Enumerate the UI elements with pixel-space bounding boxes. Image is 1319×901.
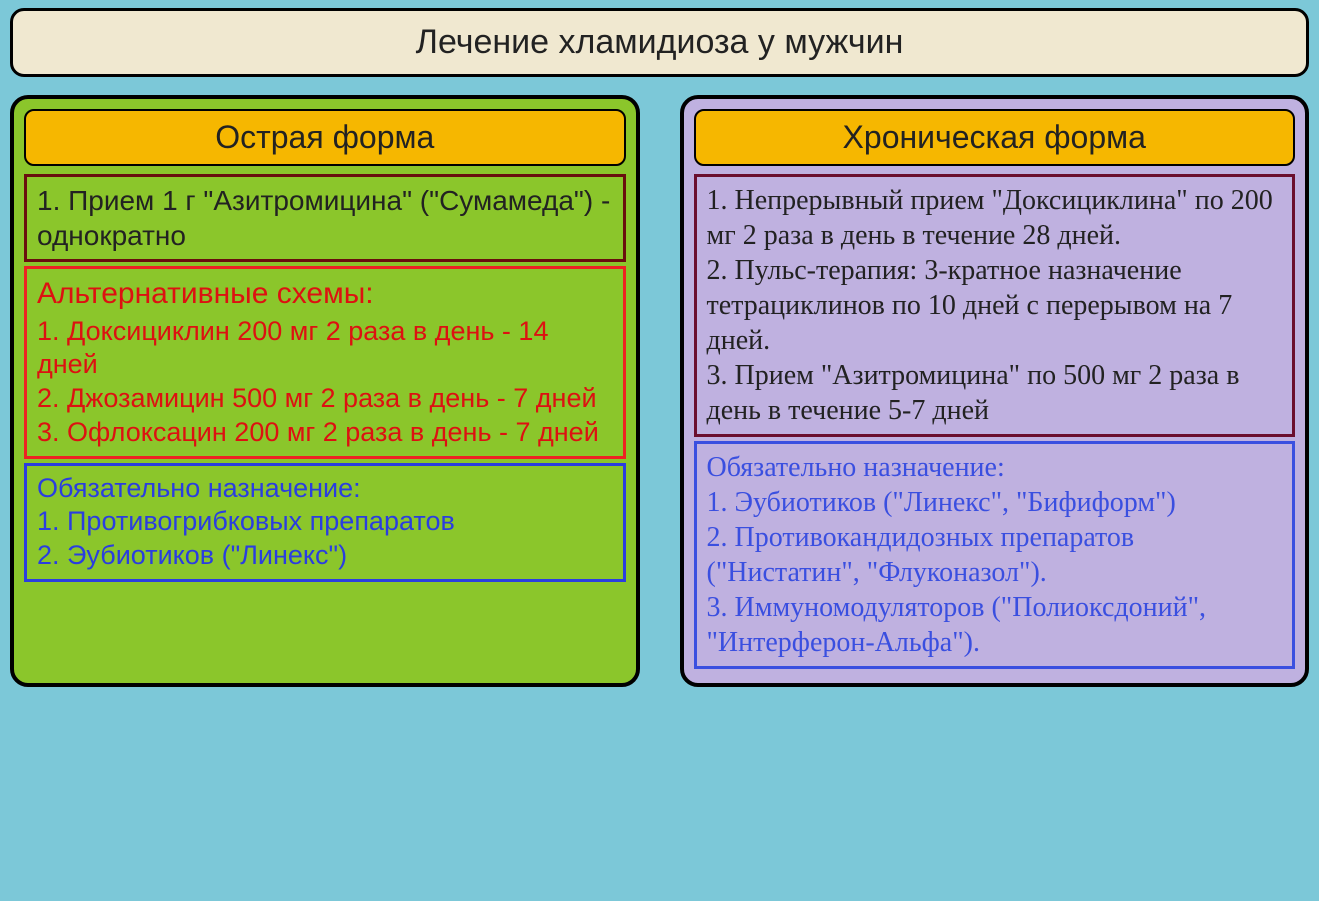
acute-alt-header: Альтернативные схемы: <box>37 275 613 313</box>
acute-alt-box: Альтернативные схемы: 1. Доксициклин 200… <box>24 266 626 459</box>
acute-primary-box: 1. Прием 1 г "Азитромицина" ("Сумамеда")… <box>24 174 626 262</box>
acute-req-header: Обязательно назначение: <box>37 473 361 503</box>
columns-container: Острая форма 1. Прием 1 г "Азитромицина"… <box>10 95 1309 687</box>
acute-req-box: Обязательно назначение: 1. Противогрибко… <box>24 463 626 582</box>
chronic-primary-line2: 2. Пульс-терапия: 3-кратное назначение т… <box>707 255 1233 356</box>
chronic-req-line3: 3. Иммуномодуляторов ("Полиоксдоний", "И… <box>707 592 1207 658</box>
chronic-req-line1: 1. Эубиотиков ("Линекс", "Бифиформ") <box>707 487 1176 518</box>
chronic-req-header: Обязательно назначение: <box>707 452 1005 483</box>
chronic-panel: Хроническая форма 1. Непрерывный прием "… <box>680 95 1310 687</box>
acute-alt-line2: 2. Джозамицин 500 мг 2 раза в день - 7 д… <box>37 383 597 413</box>
main-title: Лечение хламидиоза у мужчин <box>10 8 1309 77</box>
chronic-primary-line1: 1. Непрерывный прием "Доксициклина" по 2… <box>707 185 1273 251</box>
acute-alt-line3: 3. Офлоксацин 200 мг 2 раза в день - 7 д… <box>37 417 599 447</box>
acute-alt-line1: 1. Доксициклин 200 мг 2 раза в день - 14… <box>37 316 548 380</box>
acute-primary-text: 1. Прием 1 г "Азитромицина" ("Сумамеда")… <box>37 185 610 251</box>
chronic-primary-box: 1. Непрерывный прием "Доксициклина" по 2… <box>694 174 1296 437</box>
acute-panel: Острая форма 1. Прием 1 г "Азитромицина"… <box>10 95 640 687</box>
chronic-heading: Хроническая форма <box>694 109 1296 166</box>
chronic-primary-line3: 3. Прием "Азитромицина" по 500 мг 2 раза… <box>707 360 1240 426</box>
acute-heading: Острая форма <box>24 109 626 166</box>
chronic-req-line2: 2. Противокандидозных препаратов ("Ниста… <box>707 522 1135 588</box>
acute-req-line2: 2. Эубиотиков ("Линекс") <box>37 540 347 570</box>
acute-req-line1: 1. Противогрибковых препаратов <box>37 506 455 536</box>
chronic-req-box: Обязательно назначение: 1. Эубиотиков ("… <box>694 441 1296 669</box>
